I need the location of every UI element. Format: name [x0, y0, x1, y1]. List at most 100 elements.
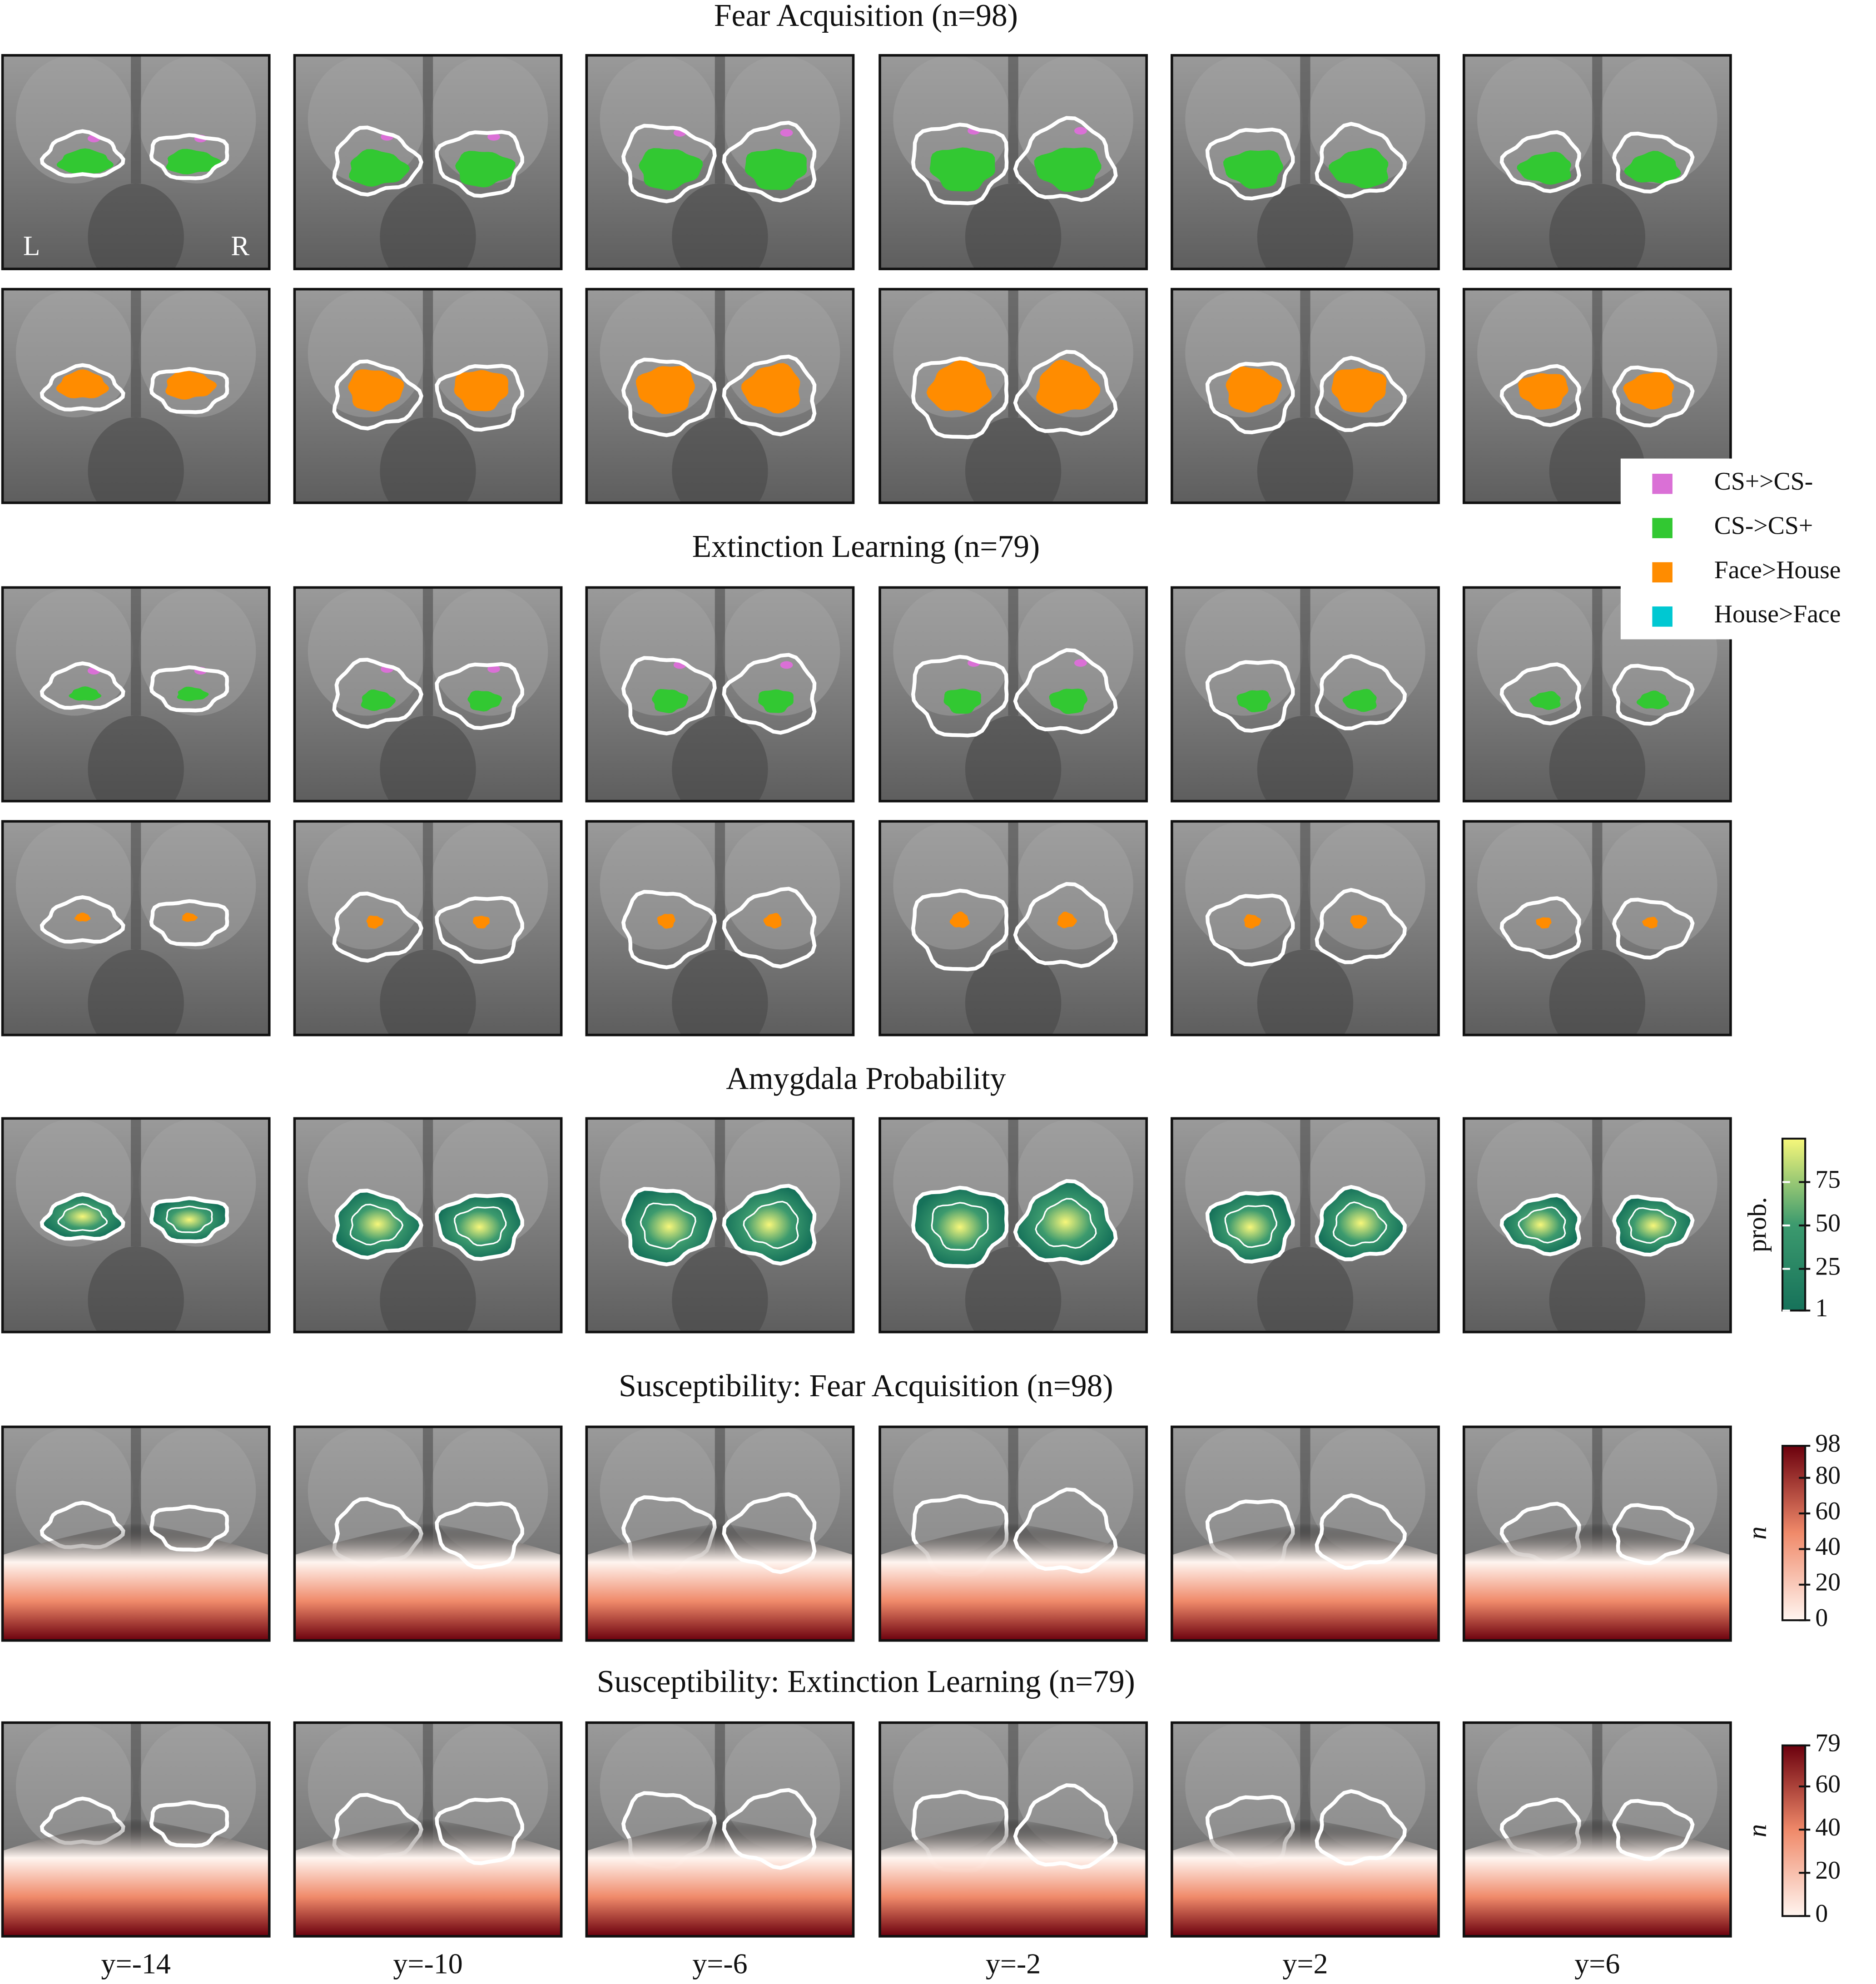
brainstem [88, 715, 184, 801]
midline [131, 55, 141, 184]
tissue [722, 55, 840, 184]
colorbar-tick-label: 98 [1815, 1429, 1841, 1458]
tissue [430, 821, 548, 950]
amygdala-outline [1315, 1789, 1407, 1866]
activation-blob [166, 149, 222, 174]
amygdala-outline [435, 1797, 524, 1865]
activation-blob [1226, 366, 1282, 413]
midline [715, 289, 725, 417]
amygdala-outline [911, 888, 1009, 972]
susceptibility-map [2, 1819, 269, 1936]
activation-blob [1517, 151, 1572, 185]
panel-frame [1171, 820, 1440, 1037]
amygdala-outline [435, 1501, 524, 1570]
panel-frame [293, 1721, 563, 1938]
activation-blob [926, 359, 992, 413]
activation-blob [651, 689, 689, 714]
midline [1300, 289, 1310, 417]
panel-frame [585, 54, 855, 270]
panel-frame [878, 1425, 1148, 1642]
probability-map [1316, 1187, 1405, 1260]
amygdala-outline [1013, 1783, 1118, 1870]
panel-frame [585, 586, 855, 803]
panel-frame [1462, 288, 1732, 504]
amygdala-outline [1499, 1193, 1581, 1256]
activation-blob [780, 129, 793, 137]
brain-slice [879, 1722, 1147, 1936]
susceptibility-map [294, 1523, 561, 1641]
brainstem [380, 1246, 476, 1332]
midline [715, 821, 725, 950]
amygdala-outline [1612, 365, 1695, 427]
amygdala-outline [149, 1196, 229, 1244]
panel-frame [1171, 288, 1440, 504]
susceptibility-map [879, 1523, 1147, 1641]
amygdala-outline [149, 665, 229, 713]
activation-blob [741, 363, 800, 414]
midline [1592, 821, 1603, 950]
tissue [15, 1427, 134, 1555]
susceptibility-map [1464, 1819, 1731, 1936]
brain-slice [294, 289, 561, 503]
brainstem [380, 417, 476, 503]
amygdala-outline [1205, 361, 1295, 435]
susceptibility-map [2, 1523, 269, 1641]
midline [1592, 55, 1603, 184]
amygdala-outline [722, 653, 817, 735]
amygdala-outline [1013, 350, 1118, 436]
tissue [1185, 587, 1303, 716]
colorbar-tick-label: 75 [1815, 1166, 1841, 1194]
brain-slice [586, 821, 854, 1035]
legend-swatch [1652, 606, 1673, 627]
panel-frame [1462, 1425, 1732, 1642]
amygdala-outline [722, 1788, 817, 1870]
amygdala-outline [1315, 122, 1407, 198]
amygdala-outline [621, 357, 717, 437]
section-title: Amygdala Probability [726, 1061, 1006, 1096]
activation-blob [763, 913, 782, 929]
activation-blob [744, 149, 807, 190]
activation-blob [1223, 150, 1283, 189]
midline [1008, 821, 1018, 950]
section-title: Fear Acquisition (n=98) [714, 0, 1018, 33]
brain-slice [586, 587, 854, 801]
legend-swatch [1652, 562, 1673, 583]
brainstem [672, 949, 768, 1035]
brainstem [1549, 715, 1646, 801]
panel-frame [293, 1425, 563, 1642]
colorbar-tick-label: 1 [1815, 1294, 1828, 1322]
brainstem [1257, 417, 1354, 503]
colorbar-tick-label: 60 [1815, 1497, 1841, 1525]
amygdala-outline [435, 130, 524, 198]
activation-blob [1624, 151, 1681, 184]
activation-blob [1074, 127, 1087, 135]
probability-contour [743, 1200, 799, 1249]
activation-blob [1636, 690, 1669, 709]
brainstem [88, 949, 184, 1035]
brainstem [88, 417, 184, 503]
brainstem [380, 184, 476, 269]
colorbar [1781, 1744, 1807, 1917]
amygdala-outline [435, 1193, 524, 1261]
probability-contour [1035, 1198, 1097, 1249]
panel-frame [293, 1117, 563, 1334]
brain-slice [1464, 1722, 1731, 1936]
amygdala-outline [722, 354, 817, 436]
midline [422, 821, 433, 950]
tissue [1308, 821, 1425, 950]
brainstem [1549, 949, 1646, 1035]
activation-blob [182, 913, 198, 922]
amygdala-outline [1499, 364, 1581, 427]
probability-map [42, 1194, 124, 1239]
brain-slice [586, 1722, 854, 1936]
amygdala-outline [40, 895, 125, 944]
brain-slice [294, 1118, 561, 1332]
amygdala-outline [621, 656, 717, 736]
midline [131, 1118, 141, 1247]
amygdala-outline [332, 125, 424, 197]
activation-blob [1328, 148, 1389, 188]
probability-map [1501, 1195, 1579, 1255]
panel-frame [878, 288, 1148, 504]
colorbar-tick-label: 60 [1815, 1770, 1841, 1798]
